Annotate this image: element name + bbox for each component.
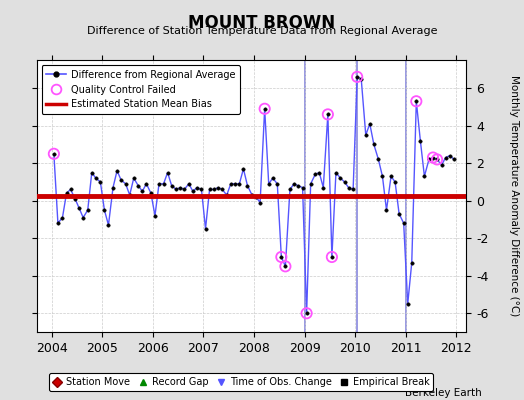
Point [429, 154, 437, 161]
Text: MOUNT BROWN: MOUNT BROWN [189, 14, 335, 32]
Point [324, 111, 332, 118]
Text: Difference of Station Temperature Data from Regional Average: Difference of Station Temperature Data f… [87, 26, 437, 36]
Point [50, 150, 58, 157]
Legend: Station Move, Record Gap, Time of Obs. Change, Empirical Break: Station Move, Record Gap, Time of Obs. C… [49, 373, 433, 391]
Point [328, 254, 336, 260]
Point [281, 263, 290, 270]
Point [412, 98, 420, 104]
Point [277, 254, 286, 260]
Legend: Difference from Regional Average, Quality Control Failed, Estimated Station Mean: Difference from Regional Average, Qualit… [41, 65, 240, 114]
Point [260, 106, 269, 112]
Text: Monthly Temperature Anomaly Difference (°C): Monthly Temperature Anomaly Difference (… [508, 75, 519, 317]
Point [353, 74, 362, 80]
Text: Berkeley Earth: Berkeley Earth [406, 388, 482, 398]
Point [433, 156, 441, 163]
Point [302, 310, 311, 316]
